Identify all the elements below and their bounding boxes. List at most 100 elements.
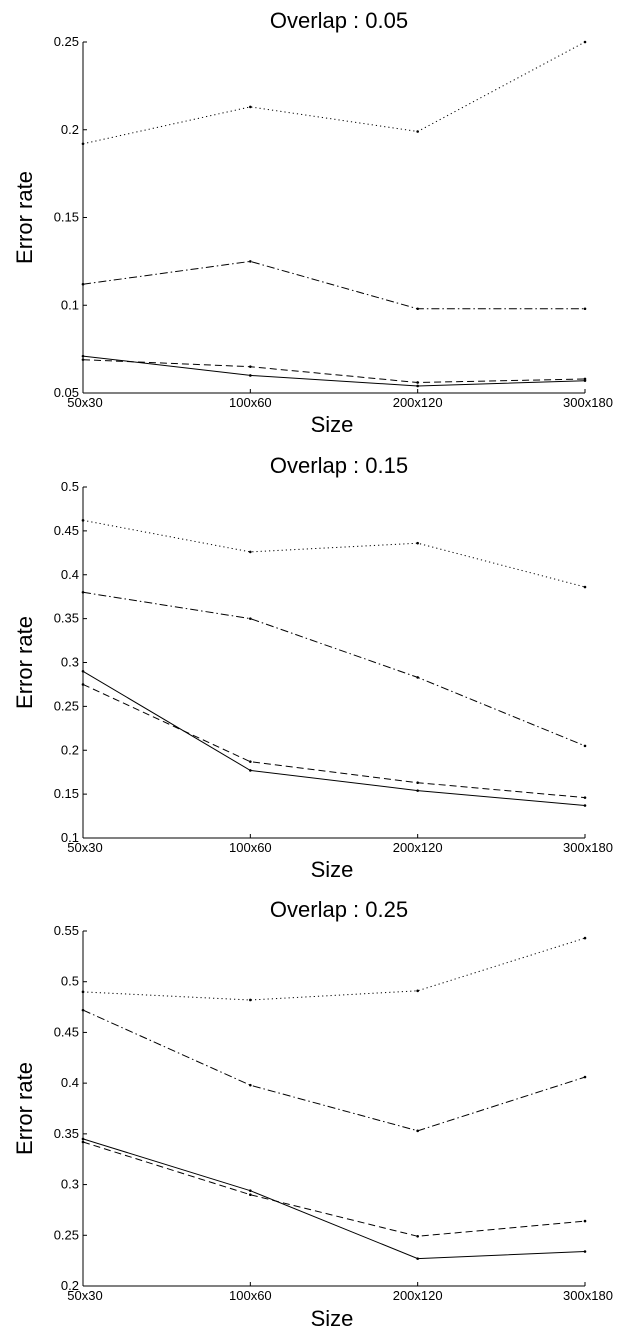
data-point-solid [583, 1250, 587, 1253]
y-tick-label: 0.1 [61, 297, 79, 312]
data-point-solid [249, 1189, 252, 1192]
data-point-solid [416, 789, 419, 792]
x-tick-label: 300x180 [563, 1288, 613, 1303]
data-point-dashdot [81, 1008, 85, 1012]
data-point-dotted [583, 40, 587, 44]
x-tick-label: 100x60 [229, 395, 272, 410]
x-axis-label: Size [311, 1306, 354, 1331]
data-point-dashed [416, 381, 419, 384]
y-tick-label: 0.25 [54, 698, 79, 713]
series-line-solid [82, 1138, 586, 1260]
series-line-solid [82, 670, 586, 806]
data-point-dashed [583, 1219, 587, 1223]
chart-panel-1: Overlap : 0.05 0.05 0.1 0.15 0.2 0.25 50x30 100… [12, 8, 613, 437]
y-tick-label: 0.1 [61, 830, 79, 845]
data-point-dashed [81, 358, 85, 361]
data-point-dashdot [583, 1075, 587, 1079]
data-point-dashed [249, 365, 252, 368]
x-axis-label: Size [311, 857, 354, 882]
data-point-dashdot [416, 307, 419, 311]
chart-title: Overlap : 0.25 [270, 897, 408, 922]
data-point-dotted [583, 936, 587, 940]
data-point-solid [583, 379, 587, 383]
y-tick-label: 0.35 [54, 611, 79, 626]
series-line-dashdot [82, 591, 586, 747]
x-tick-label: 50x30 [67, 1288, 102, 1303]
chart-title: Overlap : 0.05 [270, 8, 408, 33]
data-point-solid [249, 769, 252, 772]
series-line-dotted [82, 519, 586, 588]
data-point-dashed [416, 781, 419, 785]
chart-panel-2: Overlap : 0.15 0.1 0.15 0.2 0.25 0.3 0.35 0.4 0.… [12, 453, 613, 882]
x-tick-label: 200x120 [393, 840, 443, 855]
x-tick-label: 200x120 [393, 395, 443, 410]
data-point-solid [81, 1137, 85, 1141]
data-point-dashdot [249, 617, 252, 620]
chart-title: Overlap : 0.15 [270, 453, 408, 478]
y-axis-label: Error rate [12, 1062, 37, 1155]
x-tick-label: 100x60 [229, 1288, 272, 1303]
x-tick-label: 50x30 [67, 395, 102, 410]
y-tick-label: 0.45 [54, 523, 79, 538]
data-point-dotted [249, 105, 252, 109]
chart-panel-3: Overlap : 0.25 0.2 0.25 0.3 0.35 0.4 0.45 0.5 0.… [12, 897, 613, 1331]
y-tick-label: 0.15 [54, 210, 79, 225]
y-tick-label: 0.5 [61, 974, 79, 989]
data-point-dashdot [81, 591, 85, 594]
data-point-dashdot [416, 676, 419, 679]
y-tick-label: 0.55 [54, 923, 79, 938]
data-point-dotted [416, 541, 419, 545]
data-point-dashed [81, 1140, 85, 1144]
y-axis-label: Error rate [12, 171, 37, 264]
x-axis-label: Size [311, 412, 354, 437]
y-tick-label: 0.3 [61, 1177, 79, 1192]
y-tick-label: 0.4 [61, 567, 79, 582]
data-point-dotted [81, 990, 85, 994]
y-tick-label: 0.15 [54, 786, 79, 801]
y-tick-label: 0.25 [54, 1227, 79, 1242]
data-point-solid [249, 374, 252, 377]
x-tick-label: 300x180 [563, 395, 613, 410]
x-tick-label: 50x30 [67, 840, 102, 855]
data-point-dashed [416, 1235, 419, 1238]
data-point-dotted [583, 585, 587, 589]
data-point-solid [416, 1257, 419, 1260]
data-point-solid [583, 804, 587, 807]
data-point-dashdot [583, 744, 587, 748]
x-tick-label: 200x120 [393, 1288, 443, 1303]
data-point-dotted [249, 550, 252, 554]
data-point-dashed [583, 796, 587, 799]
data-point-dashdot [81, 282, 85, 286]
series-line-dashed [82, 1141, 586, 1237]
series-line-dashdot [82, 1009, 586, 1132]
data-point-dotted [416, 989, 419, 993]
y-tick-label: 0.2 [61, 1278, 79, 1293]
data-point-dashed [81, 683, 85, 686]
series-line-dashed [82, 359, 586, 384]
y-tick-label: 0.5 [61, 479, 79, 494]
data-point-dotted [249, 998, 252, 1002]
x-tick-label: 100x60 [229, 840, 272, 855]
series-line-dotted [82, 41, 586, 145]
data-point-dashdot [249, 1083, 252, 1087]
y-tick-label: 0.25 [54, 34, 79, 49]
data-point-dashdot [416, 1129, 419, 1133]
series-line-solid [82, 355, 586, 387]
data-point-dashed [249, 1193, 252, 1197]
data-point-solid [81, 354, 85, 358]
data-point-solid [416, 384, 419, 388]
y-tick-label: 0.05 [54, 385, 79, 400]
y-axis-label: Error rate [12, 616, 37, 709]
series-line-dashed [82, 683, 586, 799]
y-tick-label: 0.4 [61, 1075, 79, 1090]
y-tick-label: 0.2 [61, 122, 79, 137]
data-point-dashed [249, 760, 252, 763]
data-point-dotted [81, 519, 85, 522]
data-point-dashdot [249, 260, 252, 263]
series-line-dotted [82, 937, 586, 1001]
y-tick-label: 0.2 [61, 742, 79, 757]
data-point-dotted [416, 130, 419, 133]
data-point-dashdot [583, 307, 587, 311]
